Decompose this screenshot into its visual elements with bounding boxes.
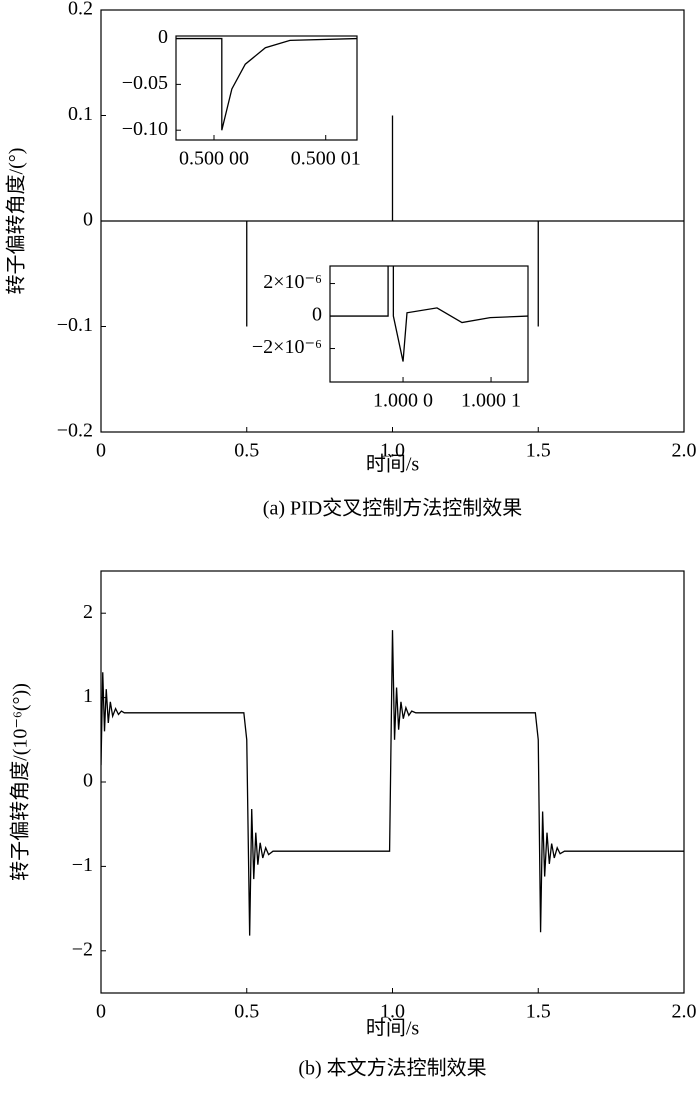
caption: (a) PID交叉控制方法控制效果: [263, 497, 522, 520]
x-tick-label: 1.000 0: [373, 390, 433, 412]
x-tick-label: 2.0: [672, 440, 697, 462]
inset-background: [330, 266, 528, 382]
y-tick-label: 1: [83, 685, 93, 707]
y-tick-label: −0.05: [122, 72, 168, 94]
x-axis-label: 时间/s: [366, 453, 420, 476]
data-line: [176, 37, 357, 131]
x-tick-label: 1.000 1: [461, 390, 521, 412]
x-tick-label: 1.0: [380, 1001, 405, 1023]
y-tick-label: −1: [72, 854, 93, 876]
y-tick-label: 0: [83, 770, 93, 792]
x-tick-label: 0: [96, 440, 106, 462]
x-tick-label: 0.5: [234, 440, 259, 462]
data-line: [101, 115, 684, 327]
y-tick-label: −0.2: [57, 420, 93, 442]
y-tick-label: −2: [72, 938, 93, 960]
plot-frame: [329, 265, 529, 383]
x-tick-label: 0.500 01: [291, 148, 361, 170]
x-tick-label: 1.5: [526, 1001, 551, 1023]
caption: (b) 本文方法控制效果: [298, 1057, 486, 1080]
y-tick-label: 0: [158, 26, 168, 48]
plot-frame: [175, 35, 358, 141]
y-tick-label: −0.10: [122, 118, 168, 140]
x-axis-label: 时间/s: [366, 1017, 420, 1040]
y-tick-label: 0.1: [68, 103, 93, 125]
y-tick-label: 0: [312, 304, 322, 326]
data-line: [101, 630, 684, 936]
y-tick-label: 2×10⁻⁶: [263, 271, 322, 293]
x-tick-label: 0: [96, 1001, 106, 1023]
inset-background: [176, 36, 357, 140]
y-tick-label: −2×10⁻⁶: [252, 336, 322, 358]
x-tick-label: 0.500 00: [179, 148, 249, 170]
x-tick-label: 0.5: [234, 1001, 259, 1023]
y-tick-label: 2: [83, 601, 93, 623]
x-tick-label: 2.0: [672, 1001, 697, 1023]
y-tick-label: 0.2: [68, 0, 93, 20]
y-tick-label: −0.1: [57, 314, 93, 336]
x-tick-label: 1.5: [526, 440, 551, 462]
y-tick-label: 0: [83, 209, 93, 231]
y-axis-label: 转子偏转角度/(°): [5, 148, 28, 295]
x-tick-label: 1.0: [380, 440, 405, 462]
y-axis-label: 转子偏转角度/(10⁻⁶(°)): [9, 683, 32, 881]
